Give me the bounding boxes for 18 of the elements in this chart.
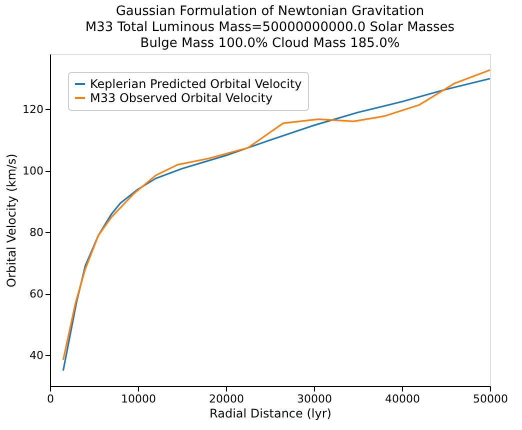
text: M33 Total Luminous Mass=50000000000.0 Solar Masses bbox=[85, 20, 455, 35]
y-tick-label: 40 bbox=[30, 348, 44, 362]
y-axis-title: Orbital Velocity (km/s) bbox=[4, 154, 19, 288]
y-tick-label: 80 bbox=[30, 226, 44, 239]
text: Bulge Mass 100.0% Cloud Mass 185.0% bbox=[140, 36, 400, 51]
y-tick-label: 60 bbox=[30, 287, 44, 300]
x-tick-label: 20000 bbox=[209, 392, 244, 406]
y-tick-label: 100 bbox=[22, 164, 44, 178]
x-tick-label: 30000 bbox=[297, 392, 332, 406]
chart-title: Gaussian Formulation of Newtonian Gravitation bbox=[116, 4, 424, 19]
y-tick-label: 120 bbox=[22, 102, 44, 116]
x-tick-label: 40000 bbox=[385, 392, 420, 406]
legend-label: Keplerian Predicted Orbital Velocity bbox=[90, 77, 302, 91]
x-axis-title: Radial Distance (lyr) bbox=[210, 406, 332, 420]
x-tick-label: 0 bbox=[47, 392, 54, 406]
x-tick-label: 50000 bbox=[473, 392, 508, 406]
legend-label: M33 Observed Orbital Velocity bbox=[90, 91, 273, 105]
x-tick-label: 10000 bbox=[121, 392, 156, 406]
